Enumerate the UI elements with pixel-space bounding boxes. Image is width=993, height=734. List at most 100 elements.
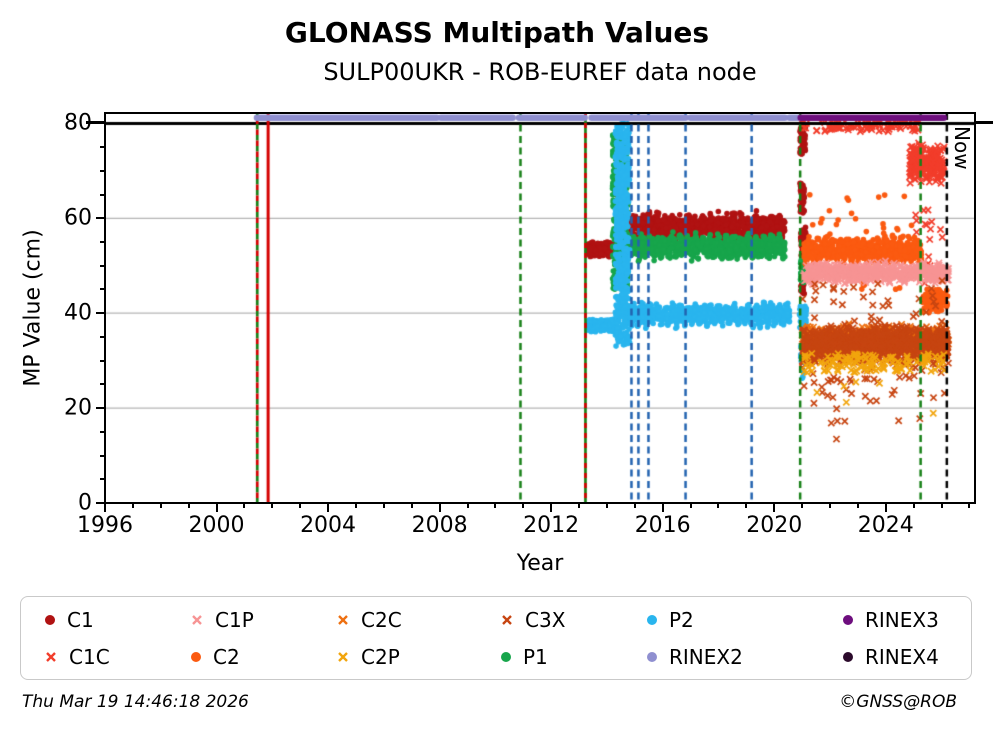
- legend-item-c3x: C3X: [501, 608, 647, 632]
- x-minor-tick: [271, 503, 274, 508]
- x-minor-tick: [745, 503, 748, 508]
- y-major-tick: [96, 502, 105, 504]
- x-minor-tick: [633, 503, 636, 508]
- hline-80-right-stub: [974, 121, 993, 124]
- legend-label: C1: [67, 607, 94, 632]
- x-tick-label: 2012: [523, 513, 580, 538]
- legend: C1 C1P C2C C3X P2 RINEX3 C1C C2 C2P P1 RINEX2 RINEX…: [20, 596, 972, 680]
- c2c-marker-icon: [338, 614, 348, 625]
- x-major-tick: [550, 503, 553, 512]
- x-major-tick: [884, 503, 887, 512]
- now-annotation-label: Now: [950, 126, 974, 170]
- x-minor-tick: [243, 503, 246, 508]
- x-tick-label: 2024: [857, 513, 914, 538]
- x-minor-tick: [968, 503, 971, 508]
- x-tick-label: 2004: [300, 513, 357, 538]
- x-tick-label: 2016: [634, 513, 691, 538]
- legend-label: C2: [213, 644, 240, 669]
- legend-label: RINEX4: [865, 644, 939, 669]
- y-tick-label: 60: [64, 205, 92, 231]
- y-minor-tick: [100, 169, 105, 172]
- y-minor-tick: [100, 288, 105, 291]
- c1c-marker-icon: [46, 651, 56, 662]
- legend-item-rinex4: RINEX4: [843, 645, 971, 669]
- rinex3-marker-icon: [843, 614, 853, 625]
- y-minor-tick: [100, 193, 105, 196]
- legend-item-c1p: C1P: [191, 608, 337, 632]
- x-tick-label: 2000: [188, 513, 245, 538]
- x-minor-tick: [717, 503, 720, 508]
- timestamp: Thu Mar 19 14:46:18 2026: [22, 692, 249, 712]
- c2p-marker-icon: [338, 651, 348, 662]
- rinex4-marker-icon: [843, 651, 853, 662]
- y-minor-tick: [100, 241, 105, 244]
- legend-item-p1: P1: [501, 645, 647, 669]
- x-minor-tick: [912, 503, 915, 508]
- x-minor-tick: [522, 503, 525, 508]
- legend-label: C1P: [215, 607, 254, 632]
- x-minor-tick: [382, 503, 385, 508]
- legend-item-c2c: C2C: [337, 608, 501, 632]
- legend-item-c2p: C2P: [337, 645, 501, 669]
- p1-marker-icon: [501, 651, 511, 662]
- chart-subtitle: SULP00UKR - ROB-EUREF data node: [323, 58, 757, 86]
- y-minor-tick: [100, 430, 105, 433]
- y-minor-tick: [100, 383, 105, 386]
- p2-marker-icon: [647, 614, 657, 625]
- x-minor-tick: [801, 503, 804, 508]
- legend-item-p2: P2: [647, 608, 843, 632]
- legend-label: RINEX3: [865, 607, 939, 632]
- rinex2-marker-icon: [647, 651, 657, 662]
- x-major-tick: [661, 503, 664, 512]
- legend-label: RINEX2: [669, 644, 743, 669]
- y-minor-tick: [100, 359, 105, 362]
- legend-item-c1c: C1C: [45, 645, 191, 669]
- x-minor-tick: [187, 503, 190, 508]
- x-axis-label: Year: [516, 551, 564, 576]
- y-tick-label: 40: [64, 300, 92, 326]
- legend-label: C2P: [361, 644, 400, 669]
- legend-item-rinex3: RINEX3: [843, 608, 971, 632]
- c1-marker-icon: [45, 614, 55, 625]
- x-minor-tick: [354, 503, 357, 508]
- x-tick-label: 2020: [746, 513, 803, 538]
- legend-label: C2C: [361, 607, 402, 632]
- legend-item-c1: C1: [45, 608, 191, 632]
- x-minor-tick: [605, 503, 608, 508]
- y-tick-label: 0: [78, 490, 92, 516]
- x-minor-tick: [856, 503, 859, 508]
- y-major-tick: [96, 312, 105, 315]
- legend-item-rinex2: RINEX2: [647, 645, 843, 669]
- y-minor-tick: [100, 335, 105, 338]
- x-minor-tick: [410, 503, 413, 508]
- x-major-tick: [104, 503, 106, 512]
- y-minor-tick: [100, 478, 105, 481]
- y-major-tick: [96, 407, 105, 410]
- x-minor-tick: [159, 503, 162, 508]
- legend-label: P1: [523, 644, 548, 669]
- x-minor-tick: [131, 503, 134, 508]
- c3x-marker-icon: [502, 614, 512, 625]
- c2-marker-icon: [191, 651, 201, 662]
- x-major-tick: [438, 503, 441, 512]
- x-minor-tick: [940, 503, 943, 508]
- legend-label: C1C: [69, 644, 110, 669]
- c1p-marker-icon: [192, 614, 202, 625]
- y-axis-label: MP Value (cm): [20, 229, 46, 387]
- x-minor-tick: [494, 503, 497, 508]
- y-tick-label: 20: [64, 395, 92, 421]
- x-tick-label: 1996: [77, 513, 133, 538]
- x-minor-tick: [299, 503, 302, 508]
- legend-label: P2: [669, 607, 694, 632]
- x-minor-tick: [689, 503, 692, 508]
- y-tick-label: 80: [64, 110, 92, 136]
- y-minor-tick: [100, 264, 105, 267]
- plot-canvas: [105, 113, 975, 503]
- legend-item-c2: C2: [191, 645, 337, 669]
- x-minor-tick: [829, 503, 831, 508]
- x-minor-tick: [578, 503, 581, 508]
- legend-label: C3X: [525, 607, 566, 632]
- x-major-tick: [773, 503, 776, 512]
- x-minor-tick: [466, 503, 469, 508]
